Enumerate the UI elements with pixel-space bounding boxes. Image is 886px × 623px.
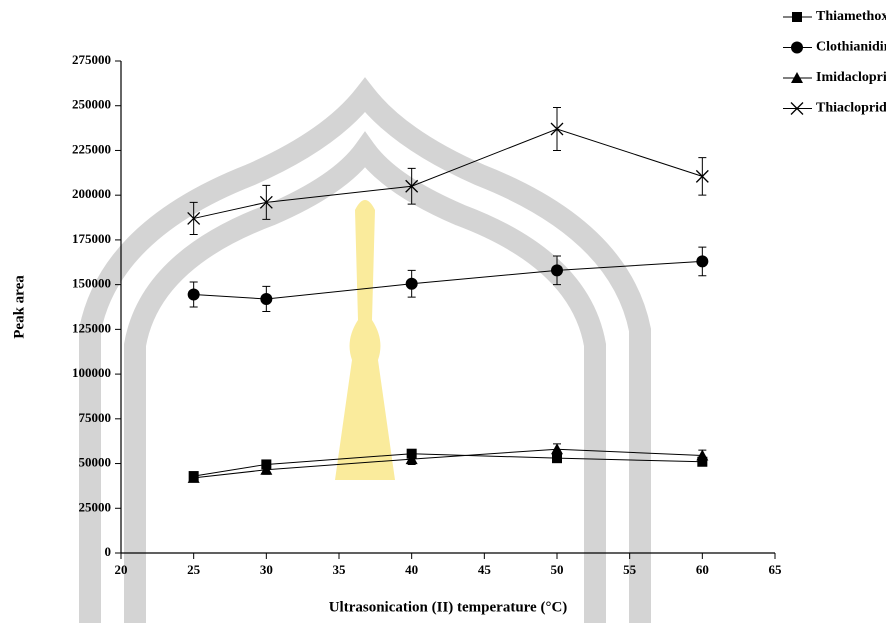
legend-label: Clothianidin	[816, 40, 886, 55]
y-tick-label: 175000	[72, 231, 111, 246]
x-tick-label: 25	[187, 562, 201, 577]
data-point	[187, 471, 200, 483]
y-tick-label: 50000	[79, 455, 112, 470]
data-point	[260, 292, 273, 305]
y-tick-label: 100000	[72, 365, 111, 380]
y-tick-label: 275000	[72, 52, 111, 67]
x-tick-label: 65	[769, 562, 783, 577]
x-tick-label: 20	[115, 562, 128, 577]
legend-label: Imidacloprid	[816, 70, 886, 85]
data-point	[405, 179, 419, 193]
data-point	[187, 211, 201, 225]
y-tick-label: 250000	[72, 97, 111, 112]
y-tick-label: 75000	[79, 410, 112, 425]
legend-label: Thiamethoxam	[816, 9, 886, 24]
y-tick-label: 0	[105, 544, 112, 559]
x-tick-label: 60	[696, 562, 709, 577]
legend-marker	[792, 12, 802, 22]
y-tick-label: 200000	[72, 186, 111, 201]
y-tick-label: 225000	[72, 141, 111, 156]
x-tick-label: 35	[333, 562, 347, 577]
data-point	[695, 169, 709, 183]
x-tick-label: 45	[478, 562, 492, 577]
data-point	[187, 288, 200, 301]
legend-label: Thiacloprid	[816, 101, 886, 116]
data-point	[697, 456, 708, 467]
x-tick-label: 55	[623, 562, 637, 577]
x-tick-label: 50	[551, 562, 564, 577]
y-axis-label: Peak area	[11, 275, 27, 339]
y-tick-label: 125000	[72, 320, 111, 335]
watermark-spire	[335, 200, 395, 480]
data-point	[259, 195, 273, 209]
x-axis-label: Ultrasonication (II) temperature (°C)	[329, 599, 568, 615]
data-point	[550, 122, 564, 136]
y-tick-label: 25000	[79, 499, 112, 514]
data-point	[405, 277, 418, 290]
data-point	[405, 453, 418, 465]
data-point	[260, 463, 273, 475]
y-tick-label: 150000	[72, 276, 111, 291]
data-point	[551, 443, 563, 455]
data-point	[551, 264, 563, 277]
x-tick-label: 30	[260, 562, 273, 577]
legend-marker	[791, 41, 803, 54]
x-tick-label: 40	[405, 562, 418, 577]
legend-marker	[791, 72, 803, 83]
data-point	[696, 255, 709, 268]
watermark	[79, 77, 651, 623]
data-point	[696, 449, 709, 461]
data-point	[552, 453, 562, 464]
legend-marker	[790, 102, 804, 115]
